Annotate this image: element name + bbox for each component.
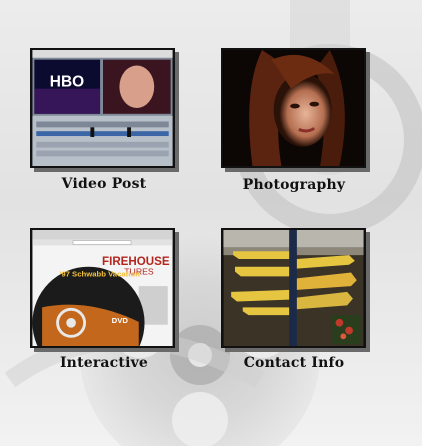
logo-subtext: TURES xyxy=(124,266,154,276)
contact-info-thumbnail[interactable] xyxy=(221,228,366,348)
dvd-logo-text: DVD xyxy=(112,316,129,325)
dvd-title-text: '97 Schwabb Vacation xyxy=(59,269,140,278)
interactive-link[interactable]: Interactive xyxy=(59,355,149,371)
signpost-image xyxy=(223,230,364,346)
interactive-thumbnail[interactable]: FIREHOUSE TURES '97 Schwabb Vacation DVD xyxy=(30,228,175,348)
firehouse-logo-text: FIREHOUSE xyxy=(102,255,170,268)
portrait-photo-image xyxy=(223,50,364,166)
video-post-link[interactable]: Video Post xyxy=(61,176,147,192)
video-post-thumbnail[interactable]: HBO xyxy=(30,48,175,168)
photography-thumbnail[interactable] xyxy=(221,48,366,168)
dvd-website-image: FIREHOUSE TURES '97 Schwabb Vacation DVD xyxy=(32,230,173,346)
contact-info-link[interactable]: Contact Info xyxy=(243,355,345,371)
hbo-logo-text: HBO xyxy=(50,74,84,91)
video-editor-image: HBO xyxy=(32,50,173,166)
photography-link[interactable]: Photography xyxy=(242,177,346,193)
